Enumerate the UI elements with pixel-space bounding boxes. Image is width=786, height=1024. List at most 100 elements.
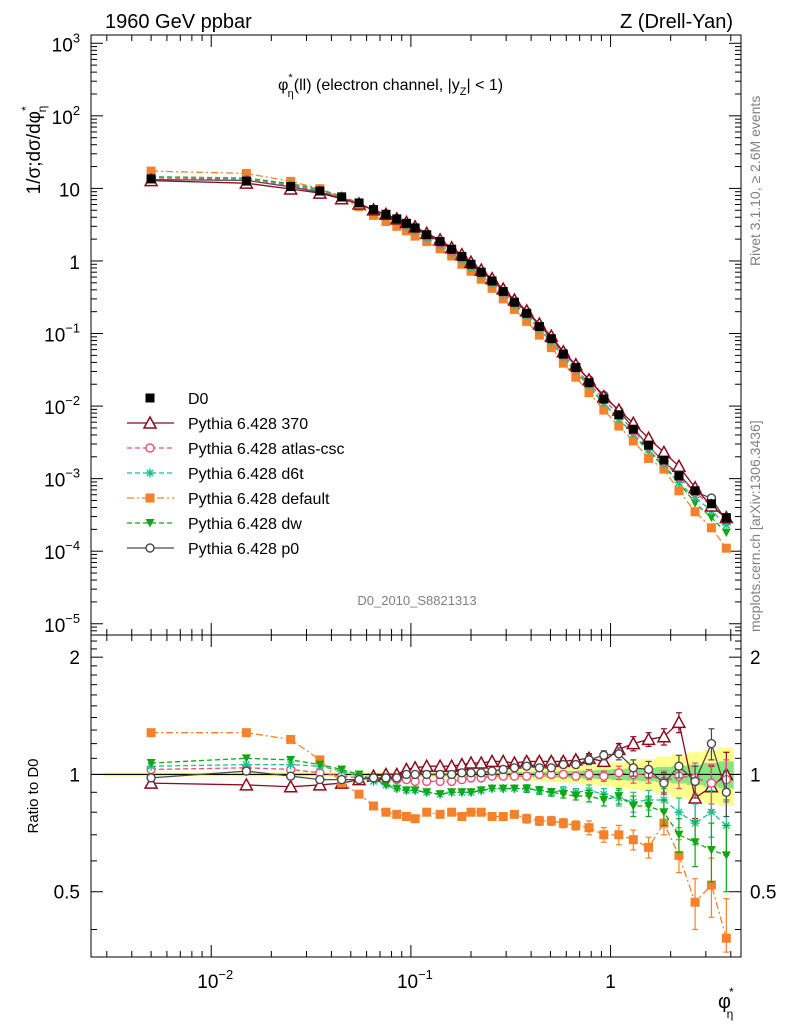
main-point-D0 — [706, 499, 716, 509]
ratio-point-dw — [534, 786, 544, 795]
main-point-D0 — [584, 378, 594, 388]
ratio-point-370 — [671, 714, 687, 729]
ratio-point-default — [706, 880, 716, 890]
main-point-D0 — [498, 286, 508, 296]
ratio-point-dw — [614, 792, 624, 801]
ratio-y-tick-label: 2 — [69, 648, 80, 669]
legend-marker-370 — [142, 415, 158, 429]
ratio-point-default — [498, 811, 508, 821]
main-point-D0 — [522, 308, 532, 318]
main-point-D0 — [599, 394, 609, 404]
ratio-point-p0 — [466, 768, 476, 778]
main-point-default — [558, 358, 568, 368]
ratio-y-tick-label: 0.5 — [54, 883, 80, 904]
ratio-point-atlas-csc — [614, 768, 624, 778]
ratio-point-dw — [706, 845, 716, 855]
ratio-point-default — [422, 807, 432, 817]
ratio-point-atlas-csc — [599, 771, 609, 781]
ratio-series-p0 — [146, 728, 732, 818]
main-point-D0 — [674, 471, 684, 481]
ratio-point-dw — [628, 801, 638, 811]
main-point-D0 — [614, 410, 624, 420]
ratio-point-dw — [457, 788, 467, 797]
ratio-point-dw — [509, 784, 519, 794]
ratio-point-dw — [401, 786, 411, 795]
ratio-point-p0 — [401, 769, 412, 780]
ratio-point-default — [674, 850, 684, 860]
star-arm — [242, 760, 251, 769]
ratio-y-tick-label-right: 2 — [750, 648, 761, 669]
ratio-point-p0 — [558, 759, 569, 770]
ratio-point-default — [522, 814, 532, 824]
ratio-point-dw — [447, 788, 457, 797]
ratio-point-default — [435, 809, 445, 819]
ratio-point-dw — [337, 765, 347, 774]
legend-entry-dw: Pythia 6.428 dw — [127, 516, 302, 533]
main-point-D0 — [435, 237, 445, 247]
ratio-point-dw — [381, 780, 391, 790]
main-point-D0 — [447, 244, 457, 254]
ratio-point-370 — [473, 755, 489, 769]
header-left: 1960 GeV ppbar — [105, 11, 252, 33]
main-point-default — [522, 316, 532, 326]
main-point-D0 — [509, 297, 519, 307]
ratio-y-tick-label: 1 — [69, 765, 80, 786]
ratio-point-default — [534, 816, 544, 826]
x-tick-label: 10−2 — [197, 967, 233, 993]
main-point-default — [674, 486, 684, 496]
analysis-label: D0_2010_S8821313 — [357, 593, 476, 608]
ratio-point-default — [487, 811, 497, 821]
ratio-point-p0 — [285, 771, 296, 781]
ratio-point-d6t — [706, 807, 716, 817]
ratio-point-default — [466, 807, 476, 817]
legend-marker-d6t — [145, 468, 155, 478]
series-layer — [143, 166, 734, 953]
ratio-point-dw — [487, 784, 497, 794]
ratio-point-370 — [656, 729, 672, 743]
main-point-default — [146, 166, 156, 176]
ratio-point-p0 — [706, 738, 717, 749]
legend-entry-atlas-csc: Pythia 6.428 atlas-csc — [127, 441, 345, 458]
main-panel-title: φ* η(ll) (electron channel, |yZ| < 1) — [278, 72, 503, 100]
ratio-panel-frame — [90, 634, 742, 958]
ratio-point-default — [690, 897, 700, 907]
side-mcplots: mcplots.cern.ch [arXiv:1306.3436] — [747, 420, 763, 632]
main-point-default — [241, 168, 251, 178]
y-tick-label: 10−2 — [44, 393, 80, 419]
main-series-D0 — [146, 174, 731, 523]
ratio-point-default — [369, 801, 379, 811]
main-point-default — [546, 343, 556, 353]
ratio-point-p0 — [643, 764, 654, 775]
ratio-point-p0 — [674, 761, 684, 771]
ratio-point-default — [584, 823, 594, 833]
legend-label-p0: Pythia 6.428 p0 — [188, 541, 299, 558]
ratio-point-default — [571, 820, 581, 830]
main-point-D0 — [410, 223, 420, 233]
ratio-point-default — [381, 807, 391, 817]
y-tick-label: 10 — [59, 180, 80, 201]
ratio-point-default — [410, 814, 420, 824]
ratio-point-dw — [674, 830, 684, 840]
x-tick-label: 10−1 — [397, 967, 433, 993]
ratio-y-tick-label-right: 0.5 — [750, 883, 776, 904]
ratio-point-default — [546, 816, 556, 826]
ratio-point-p0 — [435, 769, 445, 780]
main-point-D0 — [392, 214, 402, 224]
ratio-point-default — [721, 933, 731, 943]
main-point-dw — [690, 499, 700, 508]
ratio-point-370 — [312, 777, 328, 791]
main-point-D0 — [457, 252, 467, 262]
star-arm — [675, 808, 683, 816]
ratio-point-default — [599, 830, 609, 840]
ratio-point-default — [401, 811, 411, 821]
side-rivet: Rivet 3.1.10, ≥ 2.6M events — [747, 96, 763, 266]
legend-label-atlas-csc: Pythia 6.428 atlas-csc — [188, 441, 345, 458]
ratio-point-atlas-csc — [558, 769, 569, 780]
y-tick-label: 10−3 — [44, 466, 80, 492]
main-point-default — [534, 330, 544, 340]
ratio-point-370 — [143, 775, 159, 789]
ratio-point-p0 — [336, 774, 347, 785]
main-point-default — [628, 436, 638, 446]
ratio-point-dw — [410, 786, 420, 795]
